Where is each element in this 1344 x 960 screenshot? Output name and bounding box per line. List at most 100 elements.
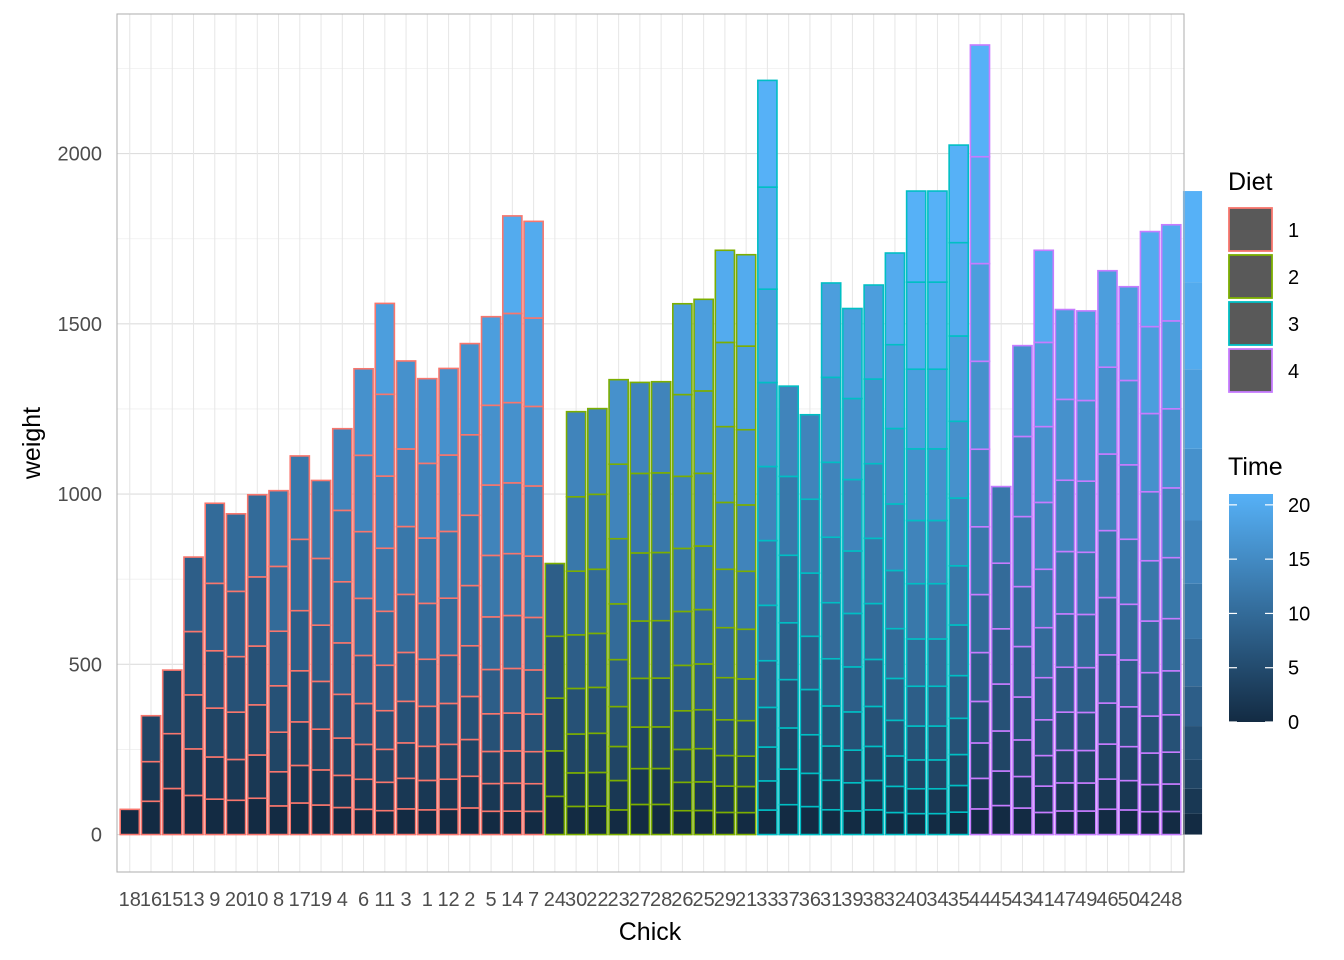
bar-segment — [820, 657, 842, 707]
bar-segment — [990, 804, 1012, 836]
bar-segment — [1012, 435, 1033, 518]
bar-segment — [416, 745, 438, 782]
bar-segment — [905, 725, 927, 761]
bar-segment — [884, 755, 906, 788]
bar-segment — [757, 79, 778, 188]
bar-segment — [1139, 810, 1161, 836]
bar-segment — [480, 713, 502, 753]
bar-segment — [438, 702, 459, 746]
bar-segment — [884, 343, 906, 430]
bar-segment — [905, 759, 927, 790]
bar-segment — [310, 804, 332, 836]
bar-segment — [374, 610, 396, 667]
bar-segment — [884, 719, 906, 757]
bar-segment — [672, 393, 693, 478]
bar-segment — [650, 803, 672, 836]
bar-segment — [735, 570, 757, 631]
bar-segment — [799, 413, 821, 501]
bar-segment — [438, 743, 459, 781]
y-tick-label: 1000 — [58, 484, 103, 506]
bar-segment — [1182, 726, 1203, 760]
x-tick-label: 27 — [629, 889, 651, 911]
bar-segment — [1182, 191, 1203, 283]
bar-chick-1 — [416, 377, 438, 836]
bar-segment — [735, 719, 757, 757]
bar-segment — [353, 530, 374, 600]
legend-diet-label: 4 — [1288, 361, 1299, 383]
bar-chick-42 — [1139, 230, 1161, 836]
bar-segment — [629, 472, 651, 554]
bar-segment — [1182, 520, 1203, 584]
bar-segment — [1118, 285, 1140, 382]
bar-segment — [523, 782, 544, 813]
bar-segment — [1160, 487, 1182, 559]
bar-segment — [757, 706, 778, 748]
bar-segment — [1033, 249, 1055, 344]
bar-segment — [1033, 785, 1055, 814]
bar-segment — [608, 705, 629, 748]
bar-segment — [650, 726, 672, 770]
bar-segment — [650, 380, 672, 474]
bar-segment — [884, 427, 906, 505]
bar-segment — [459, 775, 481, 809]
bar-segment — [565, 805, 587, 836]
bar-segment — [863, 537, 885, 605]
x-tick-label: 4 — [337, 889, 348, 911]
x-tick-label: 5 — [486, 889, 497, 911]
bar-segment — [544, 795, 566, 836]
bar-chick-46 — [1097, 269, 1118, 836]
bar-segment — [842, 781, 863, 812]
bar-segment — [374, 393, 396, 477]
bar-segment — [246, 797, 268, 836]
x-tick-label: 10 — [246, 889, 268, 911]
bar-segment — [374, 809, 396, 836]
bar-segment — [586, 732, 608, 774]
bar-chick-45 — [990, 485, 1012, 836]
bar-segment — [905, 582, 927, 640]
bar-segment — [523, 485, 544, 557]
bar-segment — [1139, 325, 1161, 415]
bar-segment — [586, 771, 608, 807]
bar-segment — [927, 638, 948, 688]
bar-segment — [799, 772, 821, 808]
bar-segment — [565, 687, 587, 735]
bar-segment — [353, 367, 374, 457]
bar-segment — [395, 808, 417, 836]
bar-segment — [1160, 617, 1182, 672]
bar-segment — [629, 381, 651, 475]
bar-segment — [1118, 779, 1140, 811]
bar-segment — [778, 475, 800, 557]
bar-segment — [842, 307, 863, 400]
x-tick-label: 45 — [990, 889, 1012, 911]
bar-segment — [438, 454, 459, 533]
bar-segment — [778, 385, 800, 478]
bar-segment — [1012, 807, 1033, 836]
bar-segment — [331, 580, 353, 644]
bar-segment — [650, 472, 672, 554]
bar-segment — [1075, 551, 1097, 616]
bar-chick-undefined — [1182, 191, 1203, 835]
x-tick-label: 44 — [969, 889, 991, 911]
x-tick-label: 49 — [1075, 889, 1097, 911]
bar-segment — [714, 249, 736, 344]
bar-segment — [672, 748, 693, 784]
bar-chick-44 — [969, 44, 991, 836]
bar-segment — [969, 155, 991, 265]
x-tick-label: 22 — [586, 889, 608, 911]
bar-chick-15 — [161, 669, 183, 836]
bar-segment — [544, 750, 566, 798]
bar-segment — [204, 798, 226, 836]
bar-segment — [905, 685, 927, 727]
x-tick-label: 6 — [358, 889, 369, 911]
bar-segment — [204, 502, 226, 585]
bar-chick-49 — [1075, 310, 1097, 836]
legend-time-label: 15 — [1288, 549, 1310, 571]
bar-chick-24 — [544, 562, 566, 836]
bar-segment — [969, 808, 991, 836]
bar-segment — [523, 555, 544, 619]
bar-segment — [1160, 751, 1182, 785]
bar-segment — [778, 803, 800, 836]
bar-segment — [629, 620, 651, 680]
x-tick-label: 33 — [756, 889, 778, 911]
bar-segment — [948, 811, 970, 836]
